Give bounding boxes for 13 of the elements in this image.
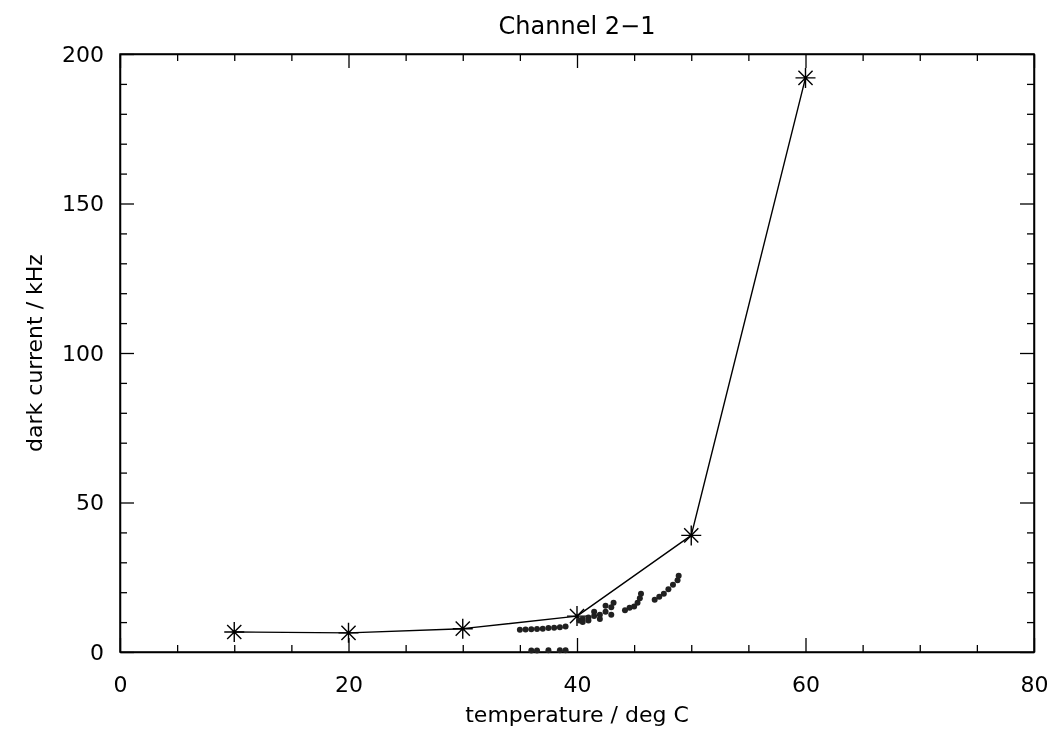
- y-axis-title: dark current / kHz: [22, 254, 47, 452]
- y-tick-label: 200: [62, 41, 104, 67]
- y-tick-label: 50: [76, 490, 104, 516]
- y-tick-label: 150: [62, 191, 104, 217]
- x-tick-label: 0: [113, 671, 128, 697]
- y-tick-label: 100: [62, 340, 104, 366]
- x-tick-label: 80: [1020, 671, 1049, 697]
- x-tick-label: 60: [792, 671, 820, 697]
- chart-title: Channel 2−1: [498, 12, 656, 40]
- y-tick-label: 0: [90, 639, 104, 665]
- x-tick-label: 20: [335, 671, 363, 697]
- x-tick-label: 40: [563, 671, 592, 697]
- x-axis-title: temperature / deg C: [465, 702, 689, 727]
